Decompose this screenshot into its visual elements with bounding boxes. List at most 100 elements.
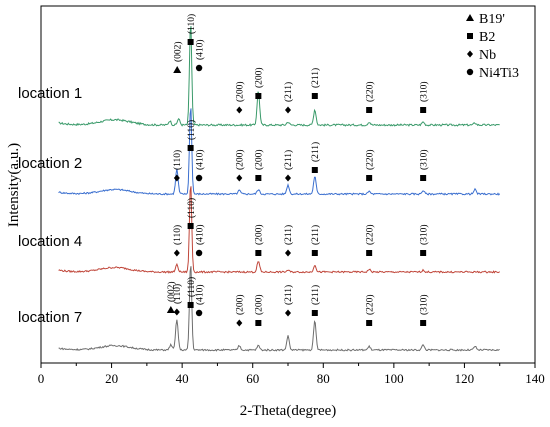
peak-label: (211) (283, 82, 294, 102)
peak-annotation: (200) (254, 224, 265, 256)
peak-label: (211) (310, 68, 321, 88)
peak-annotation: (410) (194, 149, 205, 182)
circle-marker (195, 309, 203, 317)
peak-annotation: (200) (235, 149, 246, 182)
square-marker (366, 320, 373, 326)
square-marker (255, 320, 262, 326)
peak-annotation: (220) (364, 294, 375, 326)
peak-annotation: (211) (310, 285, 321, 316)
triangle-marker (166, 306, 175, 313)
square-marker (187, 302, 194, 308)
diamond-marker (173, 174, 180, 182)
peak-annotation: (220) (364, 149, 375, 181)
square-marker (311, 167, 318, 173)
square-marker (420, 320, 427, 326)
peak-label: (211) (283, 225, 294, 245)
diamond-marker (173, 249, 180, 257)
circle-marker (195, 64, 203, 72)
square-marker (311, 310, 318, 316)
square-legend-icon (467, 33, 473, 39)
triangle-marker (173, 66, 182, 73)
y-axis-title: Intensity(a.u.) (6, 143, 22, 227)
peak-annotation: (310) (418, 81, 429, 113)
peak-annotation: (110) (172, 284, 183, 316)
diamond-legend-icon (467, 50, 473, 58)
peak-annotation: (211) (283, 285, 294, 317)
peak-label: (220) (364, 81, 375, 102)
peak-annotation: (410) (194, 224, 205, 257)
peak-label: (110) (186, 277, 197, 297)
square-marker (255, 250, 262, 256)
peak-label: (211) (283, 150, 294, 170)
peak-annotation: (211) (283, 225, 294, 257)
peak-annotation: (110) (172, 225, 183, 257)
peak-annotation: (310) (418, 149, 429, 181)
circle-legend-icon (466, 68, 474, 76)
circle-marker (195, 249, 203, 257)
peak-label: (110) (186, 120, 197, 140)
peak-label: (220) (364, 294, 375, 315)
peak-annotation: (002) (172, 41, 183, 73)
peak-label: (110) (172, 150, 183, 170)
peak-label: (310) (418, 224, 429, 245)
peak-label: (200) (235, 81, 246, 102)
peak-annotation: (200) (254, 149, 265, 181)
x-tick-label: 100 (384, 371, 404, 386)
peak-annotation: (310) (418, 224, 429, 256)
peak-label: (211) (310, 142, 321, 162)
peak-label: (200) (254, 294, 265, 315)
peak-annotation: (200) (254, 67, 265, 99)
square-marker (187, 39, 194, 45)
x-axis-title: 2-Theta(degree) (240, 403, 337, 419)
trace-location-1 (58, 26, 500, 127)
square-marker (187, 223, 194, 229)
series-label: location 7 (18, 309, 82, 326)
peak-annotation: (310) (418, 294, 429, 326)
peak-label: (310) (418, 149, 429, 170)
diamond-marker (236, 174, 243, 182)
peak-label: (410) (194, 39, 205, 60)
legend: B19' B2 Nb Ni4Ti3 (466, 12, 519, 81)
series-labels: location 1 location 2 location 4 location 7 (18, 85, 82, 326)
peak-label: (200) (254, 149, 265, 170)
peak-annotation: (110) (172, 150, 183, 182)
diamond-marker (285, 174, 291, 182)
x-tick-label: 80 (317, 371, 330, 386)
diamond-marker (236, 319, 243, 327)
series-label: location 4 (18, 233, 82, 250)
peak-annotation: (110) (186, 277, 197, 308)
x-tick-label: 60 (246, 371, 259, 386)
peak-annotation: (211) (283, 82, 294, 114)
x-tick-label: 120 (455, 371, 475, 386)
square-marker (255, 93, 262, 99)
peak-label: (110) (186, 14, 197, 34)
peak-annotation: (110) (186, 198, 197, 229)
series-label: location 2 (18, 155, 82, 172)
peak-label: (110) (172, 225, 183, 245)
square-marker (420, 107, 427, 113)
x-tick-label: 0 (38, 371, 45, 386)
peak-label: (110) (172, 284, 183, 304)
peak-label: (310) (418, 294, 429, 315)
square-marker (420, 175, 427, 181)
legend-label: B2 (479, 30, 495, 45)
diamond-marker (236, 106, 243, 114)
peak-annotation: (211) (283, 150, 294, 182)
peak-label: (211) (310, 285, 321, 305)
peak-annotation: (410) (194, 284, 205, 317)
square-marker (366, 107, 373, 113)
peak-label: (220) (364, 224, 375, 245)
peak-label: (200) (235, 294, 246, 315)
diamond-marker (285, 106, 291, 114)
peak-annotation: (200) (235, 81, 246, 114)
peak-annotations: (002)(110)(410)(200)(200)(211)(211)(220)… (166, 14, 429, 327)
square-marker (311, 250, 318, 256)
peak-annotation: (200) (254, 294, 265, 326)
peak-label: (220) (364, 149, 375, 170)
traces (58, 26, 501, 352)
peak-label: (200) (254, 224, 265, 245)
series-label: location 1 (18, 85, 82, 102)
legend-label: Nb (479, 48, 496, 63)
diamond-marker (285, 309, 291, 317)
square-marker (311, 93, 318, 99)
